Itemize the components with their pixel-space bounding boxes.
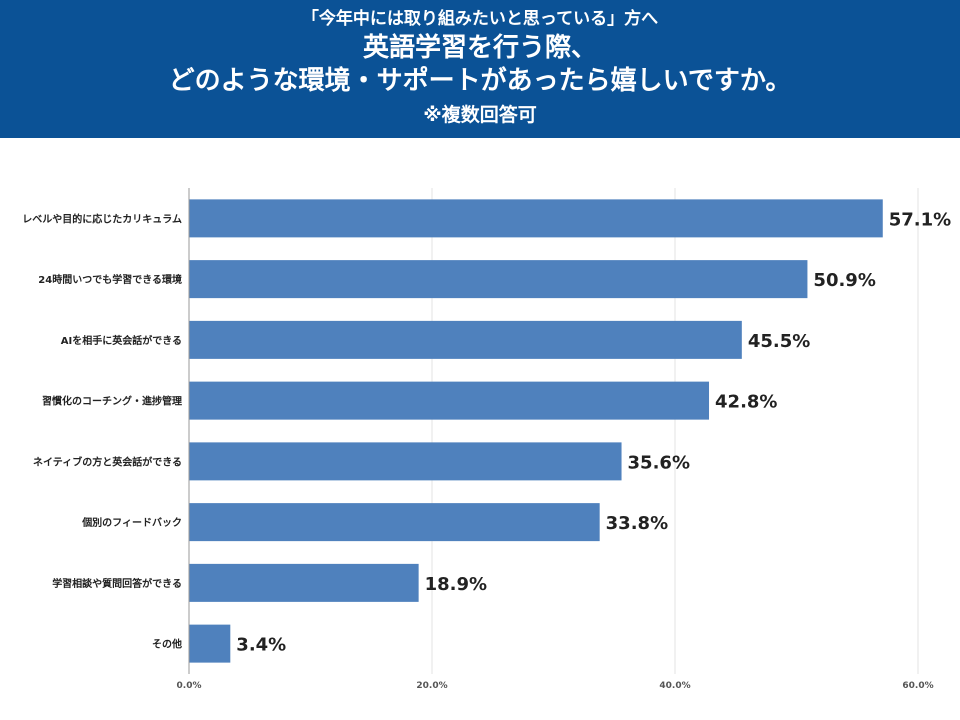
tick-label-0: 0.0% <box>177 681 202 691</box>
value-label-6: 33.8% <box>606 513 668 534</box>
bar-1 <box>189 199 883 238</box>
chart-title-line-2: どのような環境・サポートがあったら嬉しいですか。 <box>168 66 792 96</box>
value-label-3: 45.5% <box>748 331 810 352</box>
category-label-6: 個別のフィードバック <box>81 516 182 529</box>
tick-label-1: 20.0% <box>416 681 447 691</box>
bar-6 <box>189 503 600 542</box>
value-label-7: 18.9% <box>425 574 487 595</box>
bar-4 <box>189 381 710 420</box>
chart-title-line-1: 英語学習を行う際、 <box>362 33 597 63</box>
value-label-5: 35.6% <box>628 452 690 473</box>
tick-label-2: 40.0% <box>659 681 690 691</box>
chart-title: 英語学習を行う際、 どのような環境・サポートがあったら嬉しいですか。 <box>0 32 960 98</box>
category-label-1: レベルや目的に応じたカリキュラム <box>22 212 182 225</box>
chart-header: 「今年中には取り組みたいと思っている」方へ 英語学習を行う際、 どのような環境・… <box>0 0 960 138</box>
category-label-3: AIを相手に英会話ができる <box>61 334 182 347</box>
bar-3 <box>189 320 742 359</box>
value-label-1: 57.1% <box>889 209 951 230</box>
category-label-8: その他 <box>152 638 182 651</box>
value-label-4: 42.8% <box>715 392 777 413</box>
category-label-5: ネイティブの方と英会話ができる <box>33 455 182 468</box>
chart-subtitle: 「今年中には取り組みたいと思っている」方へ <box>301 9 659 29</box>
chart-note: ※複数回答可 <box>423 104 537 126</box>
bar-7 <box>189 563 419 602</box>
tick-label-3: 60.0% <box>902 681 933 691</box>
value-label-8: 3.4% <box>236 635 286 656</box>
bar-5 <box>189 442 622 481</box>
category-label-4: 習慣化のコーチング・進捗管理 <box>42 395 182 408</box>
category-label-7: 学習相談や質問回答ができる <box>52 577 182 590</box>
bar-8 <box>189 624 231 663</box>
bar-2 <box>189 260 808 299</box>
category-label-2: 24時間いつでも学習できる環境 <box>38 273 182 286</box>
bar-chart: レベルや目的に応じたカリキュラム 57.1% 24時間いつでも学習できる環境 50.9… <box>22 188 951 691</box>
value-label-2: 50.9% <box>813 270 875 291</box>
